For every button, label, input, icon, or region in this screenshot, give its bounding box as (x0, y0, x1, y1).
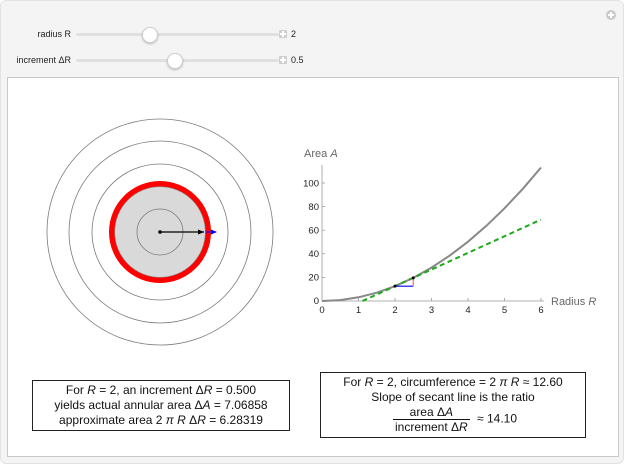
area-vs-radius-plot: 0 1 2 3 4 5 6 0 20 40 60 80 100 Area (303, 148, 596, 316)
radius-slider-track[interactable] (76, 33, 279, 36)
svg-text:0: 0 (319, 305, 324, 316)
info-right-line2: Slope of secant line is the ratio (371, 390, 535, 404)
info-left-line1: For R = 2, an increment ΔR = 0.500 (65, 383, 257, 397)
increment-expand-plus-icon[interactable] (279, 56, 287, 64)
svg-text:80: 80 (308, 202, 319, 213)
svg-text:20: 20 (308, 273, 319, 284)
info-left-line3: approximate area 2 π R ΔR = 6.28319 (59, 413, 263, 427)
y-axis-label: Area A (304, 148, 338, 160)
svg-text:4: 4 (465, 305, 470, 316)
radius-expand-plus-icon[interactable] (279, 30, 287, 38)
slope-ratio: area ΔA increment ΔR ≈ 14.10 (321, 405, 585, 434)
secant-slope-info-box: For R = 2, circumference = 2 π R ≈ 12.60… (320, 372, 586, 438)
ratio-fraction: area ΔA increment ΔR (392, 405, 470, 434)
info-right-line1: For R = 2, circumference = 2 π R ≈ 12.60 (343, 375, 563, 389)
increment-value: 0.5 (291, 55, 304, 65)
increment-slider-thumb[interactable] (167, 53, 183, 69)
increment-slider-label: increment ΔR (16, 55, 71, 65)
annulus-figure (46, 118, 274, 346)
info-left-line2: yields actual annular area ΔA = 7.06858 (54, 398, 268, 412)
svg-text:2: 2 (392, 305, 397, 316)
radius-slider-thumb[interactable] (142, 27, 158, 43)
output-area: 0 1 2 3 4 5 6 0 20 40 60 80 100 Area (7, 77, 619, 457)
secant-line (362, 218, 542, 302)
x-axis-label: Radius R (551, 296, 596, 308)
svg-text:60: 60 (308, 226, 319, 237)
svg-text:5: 5 (502, 305, 507, 316)
point-R (393, 284, 397, 288)
point-R-plus-dR (411, 276, 415, 280)
radius-value: 2 (291, 29, 297, 39)
area-curve (321, 166, 542, 302)
svg-text:0: 0 (314, 296, 319, 307)
svg-text:100: 100 (303, 178, 319, 189)
options-plus-icon[interactable] (606, 10, 616, 20)
ratio-value: ≈ 14.10 (477, 411, 517, 426)
svg-text:3: 3 (429, 305, 434, 316)
svg-text:1: 1 (356, 305, 361, 316)
svg-text:6: 6 (538, 305, 543, 316)
svg-text:40: 40 (308, 249, 319, 260)
radius-slider-label: radius R (37, 29, 71, 39)
annular-area-info-box: For R = 2, an increment ΔR = 0.500 yield… (32, 380, 290, 431)
